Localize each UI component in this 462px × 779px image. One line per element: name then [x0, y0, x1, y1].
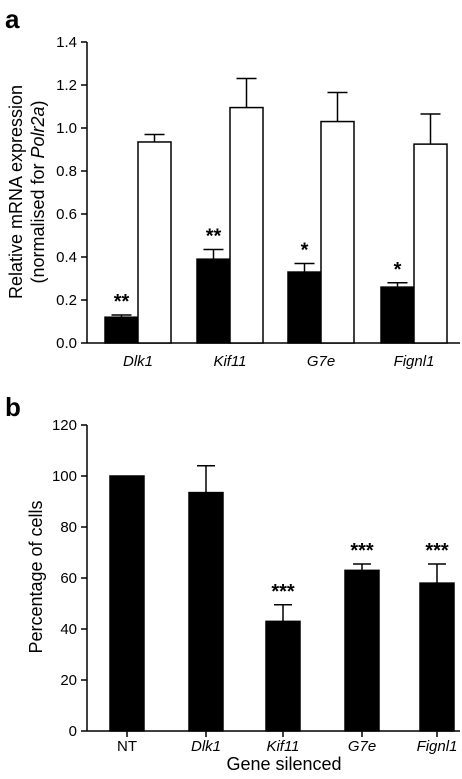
- bar: [265, 620, 301, 732]
- panel-b: b Percentage of cells Gene silenced 0 20 4…: [5, 392, 460, 774]
- panel-a-label: a: [5, 4, 20, 34]
- significance-marker: **: [206, 225, 222, 247]
- significance-marker: ***: [425, 540, 449, 562]
- panel-a-ylabel-prefix: (normalised for: [28, 158, 48, 283]
- y-tick-label: 60: [60, 570, 77, 587]
- y-tick-label: 1.0: [56, 120, 77, 137]
- bar: [419, 582, 455, 732]
- panel-a: a Relative mRNA expression (normalised f…: [5, 4, 460, 370]
- significance-marker: *: [394, 259, 402, 281]
- bar: [287, 271, 322, 344]
- y-tick-label: 0.6: [56, 206, 77, 223]
- y-tick-label: 1.4: [56, 34, 77, 51]
- panel-a-ylabel-line2: (normalised for Polr2a): [28, 100, 48, 283]
- panel-b-label: b: [5, 392, 21, 422]
- y-tick-label: 80: [60, 519, 77, 536]
- bar: [320, 120, 355, 344]
- y-tick-label: 0.8: [56, 163, 77, 180]
- panel-a-ylabel-gene: Polr2a: [28, 106, 48, 158]
- significance-marker: **: [114, 291, 130, 313]
- bar: [137, 141, 172, 344]
- panel-b-xlabel: Gene silenced: [226, 754, 341, 774]
- y-tick-label: 120: [52, 417, 77, 434]
- significance-marker: ***: [350, 540, 374, 562]
- bar: [344, 569, 380, 732]
- panel-b-ylabel: Percentage of cells: [26, 500, 46, 653]
- y-tick-label: 0.0: [56, 335, 77, 352]
- x-category-label: Fignl1: [394, 353, 435, 370]
- x-category-label: G7e: [348, 738, 376, 755]
- significance-marker: *: [301, 239, 309, 261]
- bar: [109, 475, 145, 732]
- panel-a-ylabel-line1: Relative mRNA expression: [6, 85, 26, 299]
- panel-a-ylabel-suffix: ): [28, 100, 48, 106]
- y-tick-label: 0: [69, 723, 77, 740]
- x-category-label: Fignl1: [417, 738, 458, 755]
- y-tick-label: 0.4: [56, 249, 77, 266]
- x-category-label: NT: [117, 738, 137, 755]
- bar: [413, 143, 448, 344]
- y-tick-label: 1.2: [56, 77, 77, 94]
- x-category-label: Kif11: [213, 353, 246, 370]
- bar: [104, 316, 139, 344]
- x-category-label: Dlk1: [123, 353, 153, 370]
- bar: [188, 491, 224, 732]
- x-category-label: Dlk1: [191, 738, 221, 755]
- y-tick-label: 40: [60, 621, 77, 638]
- bar: [196, 258, 231, 344]
- significance-marker: ***: [271, 581, 295, 603]
- bar: [380, 286, 415, 344]
- x-category-label: G7e: [307, 353, 335, 370]
- y-tick-label: 100: [52, 468, 77, 485]
- y-tick-label: 20: [60, 672, 77, 689]
- x-category-label: Kif11: [266, 738, 299, 755]
- y-tick-label: 0.2: [56, 292, 77, 309]
- bar: [229, 106, 264, 344]
